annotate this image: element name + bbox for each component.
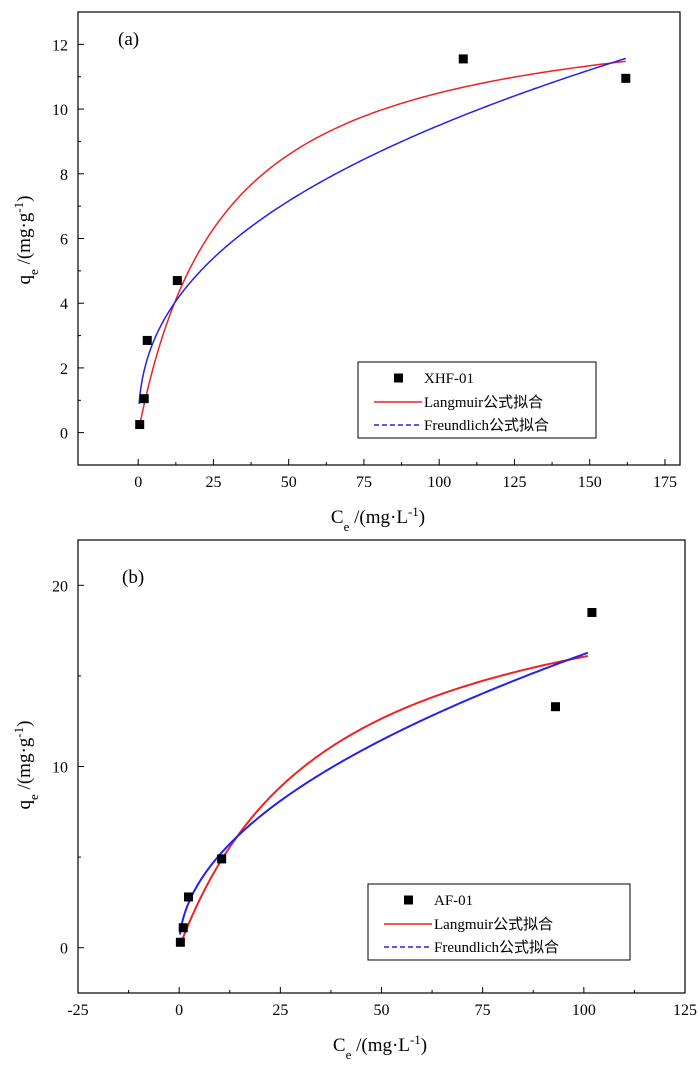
chart-panel-b: -25 0 25 50 75 100 125 0 10 20 (b) AF-01 Langmuir公式拟…: [11, 539, 697, 1062]
legend-marker-square: [404, 895, 413, 905]
x-tick-label: 125: [502, 474, 526, 491]
axis-title-main: q: [14, 274, 35, 284]
legend: XHF-01 Langmuir公式拟合 Freundlich公式拟合: [357, 361, 597, 439]
langmuir-fit-curve: [139, 60, 626, 421]
data-point: [458, 54, 468, 64]
x-tick-label: 75: [356, 474, 372, 491]
y-tick-label: 6: [60, 232, 68, 249]
legend-marker-square: [394, 373, 403, 383]
freundlich-fit-curve: [138, 57, 627, 405]
x-tick-label: 125: [673, 1002, 697, 1019]
y-tick-label: 10: [52, 102, 68, 119]
legend-label-data: XHF-01: [424, 371, 474, 387]
x-axis-title: Ce /(mg·L-1): [333, 1032, 427, 1062]
data-point: [135, 420, 145, 430]
axis-title-sub: e: [26, 794, 41, 800]
axis-title-unit: /(mg·g: [14, 737, 35, 794]
data-point: [139, 394, 149, 404]
data-point: [172, 276, 182, 286]
axis-title-sup: -1: [11, 202, 26, 213]
axis-title-sup: -1: [408, 504, 419, 519]
freundlich-fit-curve: [178, 651, 589, 935]
y-tick-label: 4: [60, 296, 68, 313]
axis-title-unit: /(mg·g: [14, 212, 35, 269]
panel-label: (b): [122, 567, 144, 588]
y-tick-label: 0: [60, 426, 68, 443]
axis-title-close: ): [421, 1035, 427, 1056]
x-tick-label: 75: [475, 1002, 491, 1019]
x-tick-label: 100: [572, 1002, 596, 1019]
data-point: [621, 73, 631, 83]
x-tick-label: 25: [205, 474, 221, 491]
data-point: [175, 937, 185, 947]
legend-label-langmuir: Langmuir公式拟合: [424, 394, 543, 411]
x-tick-label: 175: [653, 474, 677, 491]
y-tick-label: 10: [52, 760, 68, 777]
data-point: [587, 607, 597, 617]
legend: AF-01 Langmuir公式拟合 Freundlich公式拟合: [367, 883, 631, 961]
axis-title-main: C: [333, 1035, 346, 1056]
axis-title-sup: -1: [410, 1032, 421, 1047]
axis-title-close: ): [14, 196, 35, 202]
data-point: [178, 923, 188, 933]
data-point: [551, 702, 561, 712]
x-tick-label: 0: [134, 474, 142, 491]
axis-title-main: C: [331, 507, 344, 528]
data-point: [183, 892, 193, 902]
x-tick-label: 50: [281, 474, 297, 491]
axis-title-main: q: [14, 799, 35, 809]
x-tick-label: 150: [578, 474, 602, 491]
axis-title-sub: e: [26, 269, 41, 275]
legend-label-freundlich: Freundlich公式拟合: [434, 939, 559, 956]
axis-title-unit: /(mg·L: [351, 1035, 410, 1056]
axis-title-sub: e: [346, 1047, 352, 1062]
data-point: [217, 854, 227, 864]
langmuir-fit-curve: [180, 655, 589, 943]
axis-title-unit: /(mg·L: [349, 507, 408, 528]
y-tick-label: 20: [52, 578, 68, 595]
legend-label-langmuir: Langmuir公式拟合: [434, 916, 553, 933]
x-tick-label: 50: [374, 1002, 390, 1019]
y-axis-title: qe /(mg·g-1): [11, 721, 41, 810]
data-point: [142, 335, 152, 345]
axis-title-sup: -1: [11, 727, 26, 738]
legend-label-data: AF-01: [434, 893, 473, 909]
x-tick-label: -25: [67, 1002, 88, 1019]
panel-label: (a): [118, 29, 139, 50]
chart-panel-a: 0 25 50 75 100 125 150 175 0 2 4 6 8 10 12 (a) XHF-01 Lan…: [11, 11, 681, 534]
x-tick-label: 100: [427, 474, 451, 491]
x-tick-label: 0: [175, 1002, 183, 1019]
y-tick-label: 0: [60, 941, 68, 958]
y-tick-label: 12: [52, 37, 68, 54]
y-tick-label: 8: [60, 167, 68, 184]
y-axis-title: qe /(mg·g-1): [11, 196, 41, 285]
axis-title-sub: e: [344, 519, 350, 534]
axis-title-close: ): [419, 507, 425, 528]
y-tick-label: 2: [60, 361, 68, 378]
x-axis-title: Ce /(mg·L-1): [331, 504, 425, 534]
x-tick-label: 25: [272, 1002, 288, 1019]
axis-title-close: ): [14, 721, 35, 727]
legend-label-freundlich: Freundlich公式拟合: [424, 417, 549, 434]
